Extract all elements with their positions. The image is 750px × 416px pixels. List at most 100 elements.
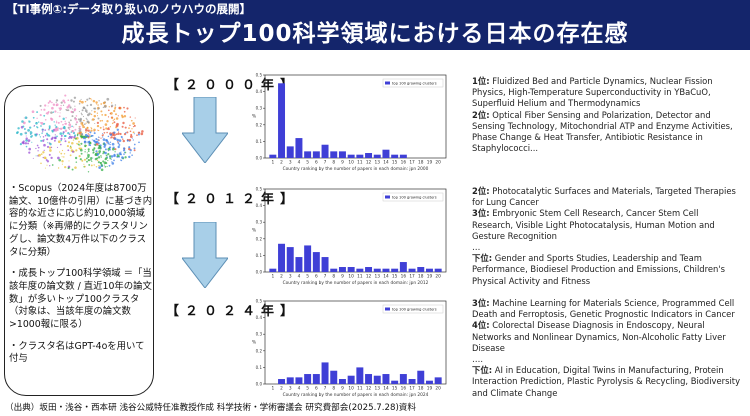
bar bbox=[312, 151, 320, 158]
x-tick-label: 5 bbox=[306, 160, 309, 166]
bar bbox=[278, 83, 286, 158]
bar bbox=[321, 257, 329, 272]
x-axis-label: Country ranking by the number of papers … bbox=[283, 166, 429, 172]
cluster-point bbox=[84, 165, 86, 168]
cluster-point bbox=[97, 107, 100, 110]
bar bbox=[295, 377, 303, 384]
y-axis-label: % bbox=[252, 340, 257, 346]
cluster-point bbox=[90, 134, 93, 137]
cluster-point bbox=[96, 112, 99, 114]
cluster-point bbox=[78, 147, 81, 150]
cluster-point bbox=[90, 113, 93, 116]
cluster-point bbox=[69, 146, 73, 149]
cluster-point bbox=[123, 110, 126, 113]
cluster-point bbox=[105, 154, 108, 157]
bar bbox=[425, 268, 433, 272]
y-tick-label: 0.2 bbox=[256, 348, 263, 353]
cluster-point bbox=[36, 111, 39, 114]
y-tick-label: 0.0 bbox=[256, 270, 263, 275]
cluster-point bbox=[114, 107, 116, 110]
cluster-point bbox=[107, 142, 110, 145]
bar bbox=[338, 379, 346, 384]
cluster-point bbox=[122, 138, 124, 141]
cluster-point bbox=[47, 128, 50, 131]
cluster-point bbox=[102, 134, 104, 136]
x-tick-label: 5 bbox=[306, 274, 309, 280]
cluster-point bbox=[74, 166, 77, 169]
x-tick-label: 17 bbox=[409, 274, 415, 280]
cluster-point bbox=[112, 119, 114, 122]
cluster-point bbox=[49, 142, 52, 146]
cluster-point bbox=[107, 147, 111, 151]
cluster-point bbox=[104, 164, 106, 166]
cluster-point bbox=[53, 121, 55, 123]
rank-label: 3位: bbox=[472, 208, 490, 219]
cluster-point bbox=[93, 107, 96, 110]
x-tick-label: 12 bbox=[366, 386, 372, 392]
cluster-point bbox=[101, 119, 104, 122]
cluster-point bbox=[64, 165, 67, 169]
cluster-point bbox=[37, 150, 39, 152]
cluster-point bbox=[132, 126, 135, 128]
cluster-point bbox=[92, 151, 95, 154]
cluster-point bbox=[77, 143, 80, 146]
cluster-point bbox=[64, 134, 67, 138]
cluster-point bbox=[105, 127, 108, 130]
cluster-point bbox=[77, 118, 80, 121]
cluster-point bbox=[120, 153, 122, 156]
bar bbox=[408, 379, 416, 384]
bar bbox=[304, 374, 312, 384]
cluster-point bbox=[126, 107, 129, 110]
cluster-point bbox=[111, 122, 114, 125]
cluster-point bbox=[84, 133, 88, 137]
x-tick-label: 13 bbox=[375, 274, 381, 280]
cluster-point bbox=[70, 111, 73, 114]
cluster-point bbox=[74, 156, 78, 160]
bar bbox=[312, 374, 320, 384]
cluster-point bbox=[89, 97, 92, 100]
cluster-point bbox=[80, 142, 83, 145]
cluster-point bbox=[48, 135, 51, 137]
cluster-point bbox=[55, 103, 59, 107]
x-tick-label: 13 bbox=[375, 386, 381, 392]
cluster-point bbox=[78, 111, 80, 113]
cluster-point bbox=[83, 163, 85, 165]
cluster-point bbox=[52, 103, 56, 106]
cluster-point bbox=[87, 148, 90, 151]
cluster-point bbox=[56, 127, 59, 130]
cluster-point bbox=[138, 141, 140, 144]
cluster-point bbox=[78, 102, 81, 105]
cluster-point bbox=[39, 136, 42, 138]
cluster-point bbox=[98, 164, 100, 167]
x-tick-label: 15 bbox=[392, 274, 398, 280]
cluster-point bbox=[104, 123, 108, 126]
cluster-point bbox=[123, 151, 126, 154]
bar bbox=[278, 379, 286, 384]
cluster-point bbox=[108, 106, 110, 108]
cluster-point bbox=[49, 165, 51, 167]
cluster-point bbox=[40, 162, 42, 165]
cluster-point bbox=[107, 160, 109, 162]
cluster-point bbox=[106, 97, 110, 101]
cluster-point bbox=[90, 129, 93, 132]
bar bbox=[417, 370, 425, 384]
cluster-point bbox=[97, 117, 100, 120]
cluster-point bbox=[25, 135, 27, 137]
cluster-point bbox=[75, 149, 78, 152]
cluster-point bbox=[55, 101, 57, 103]
cluster-point bbox=[25, 139, 28, 142]
cluster-point bbox=[115, 117, 119, 120]
cluster-point bbox=[116, 154, 120, 158]
cluster-point bbox=[46, 138, 49, 141]
cluster-point bbox=[58, 158, 61, 162]
cluster-point bbox=[91, 110, 93, 112]
cluster-point bbox=[81, 113, 83, 116]
bar bbox=[408, 268, 416, 272]
cluster-point bbox=[95, 144, 96, 146]
cluster-point bbox=[38, 121, 40, 123]
cluster-point bbox=[97, 156, 101, 159]
cluster-point bbox=[65, 117, 67, 119]
cluster-point bbox=[73, 109, 76, 112]
x-tick-label: 3 bbox=[289, 160, 292, 166]
cluster-point bbox=[100, 155, 102, 157]
